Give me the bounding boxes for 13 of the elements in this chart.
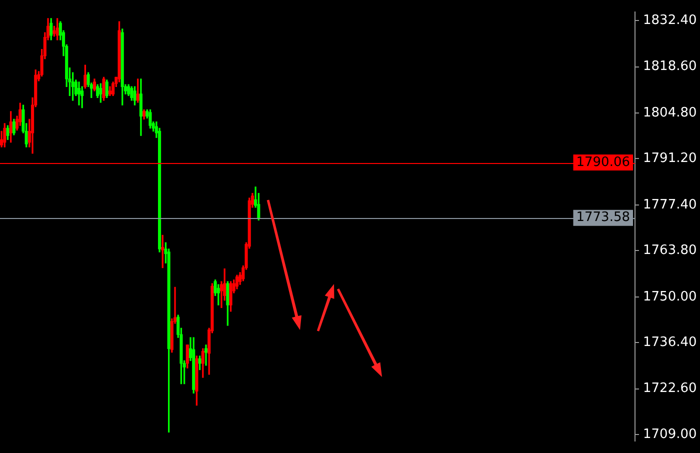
- y-tick-label: 1736.40: [643, 334, 697, 350]
- y-tick-label: 1777.40: [643, 197, 697, 212]
- ref-line-label: 1773.58: [576, 210, 630, 226]
- y-tick-label: 1818.60: [643, 59, 697, 74]
- y-tick-label: 1791.20: [643, 151, 697, 166]
- y-tick-label: 1832.40: [643, 12, 697, 28]
- candlestick: [204, 344, 208, 366]
- y-tick-label: 1763.80: [643, 243, 697, 258]
- y-tick-label: 1750.00: [643, 289, 697, 304]
- ref-line-label: 1790.06: [576, 154, 630, 170]
- y-tick-label: 1709.00: [643, 426, 697, 442]
- y-tick-label: 1804.80: [643, 105, 697, 120]
- y-tick-label: 1722.60: [643, 381, 697, 396]
